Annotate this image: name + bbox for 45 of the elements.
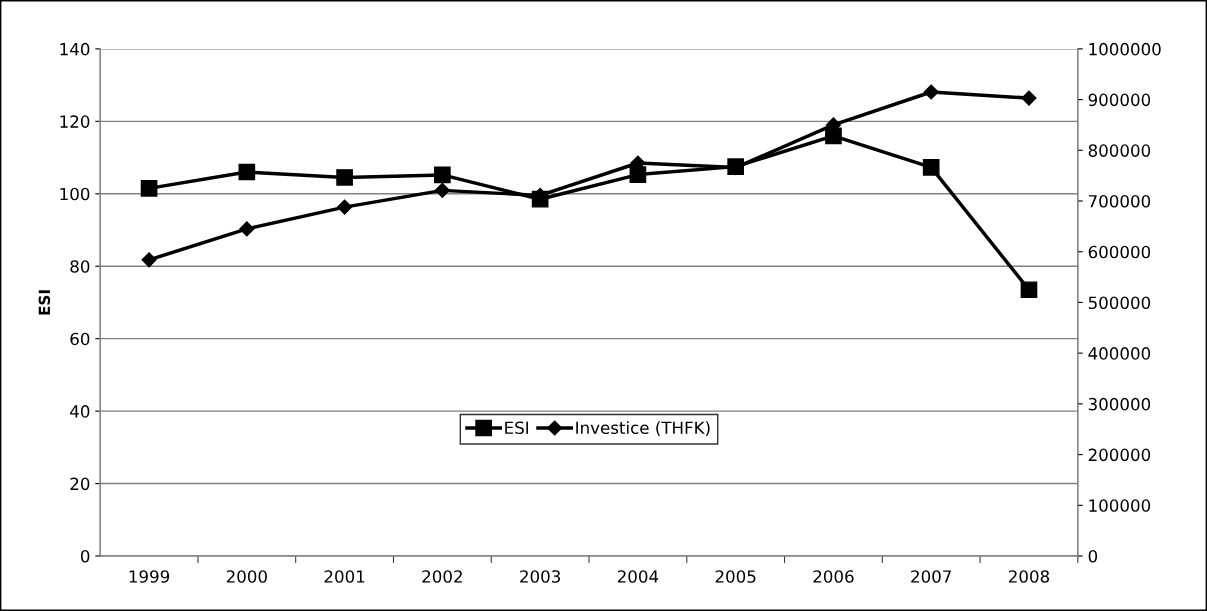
legend-label: Investice (THFK) bbox=[576, 421, 710, 437]
x-tick-label: 2003 bbox=[520, 570, 560, 583]
y2-tick-label: 0 bbox=[1088, 549, 1098, 563]
y2-tick-label: 900000 bbox=[1088, 93, 1151, 107]
y2-tick-label: 200000 bbox=[1088, 448, 1151, 462]
y2-tick-label: 400000 bbox=[1088, 347, 1151, 360]
y2-tick-label: 1000000 bbox=[1089, 42, 1161, 56]
y-tick-label: 0 bbox=[80, 549, 90, 563]
point bbox=[923, 84, 939, 100]
x-tick-label: 1999 bbox=[129, 570, 170, 583]
point bbox=[922, 158, 940, 176]
y-tick-label: 120 bbox=[60, 115, 90, 128]
x-tick-label: 2004 bbox=[617, 570, 659, 583]
point bbox=[238, 163, 256, 181]
y2-tick-label: 100000 bbox=[1089, 499, 1151, 512]
point bbox=[140, 180, 158, 197]
y2-tick-label: 800000 bbox=[1088, 144, 1151, 157]
x-tick-label: 2001 bbox=[324, 570, 365, 583]
x-tick-label: 2006 bbox=[813, 570, 854, 583]
y2-tick-label: 500000 bbox=[1088, 296, 1151, 310]
point bbox=[1020, 281, 1038, 299]
y-tick-label: 40 bbox=[70, 405, 90, 418]
y-tick-label: 20 bbox=[70, 477, 90, 491]
point bbox=[629, 166, 647, 183]
y-tick-label: 100 bbox=[60, 187, 90, 201]
y-tick-label: 140 bbox=[60, 42, 90, 56]
x-tick-label: 2000 bbox=[226, 570, 267, 583]
legend-label: ESI bbox=[505, 421, 529, 435]
x-tick-label: 2007 bbox=[911, 570, 951, 583]
point bbox=[434, 166, 451, 184]
y2-tick-label: 600000 bbox=[1088, 245, 1151, 259]
y-tick-label: 60 bbox=[70, 332, 90, 346]
point bbox=[1021, 90, 1037, 106]
y-axis-title: ESI bbox=[38, 290, 51, 315]
point bbox=[239, 221, 255, 237]
y2-tick-label: 700000 bbox=[1088, 194, 1151, 208]
point bbox=[337, 199, 353, 215]
point bbox=[141, 252, 157, 268]
x-tick-label: 2005 bbox=[715, 570, 756, 583]
x-tick-label: 2002 bbox=[422, 570, 462, 583]
y2-tick-label: 300000 bbox=[1088, 397, 1151, 411]
y-tick-label: 80 bbox=[70, 260, 90, 273]
point bbox=[336, 169, 353, 186]
x-tick-label: 2008 bbox=[1008, 570, 1050, 583]
point bbox=[434, 182, 450, 198]
